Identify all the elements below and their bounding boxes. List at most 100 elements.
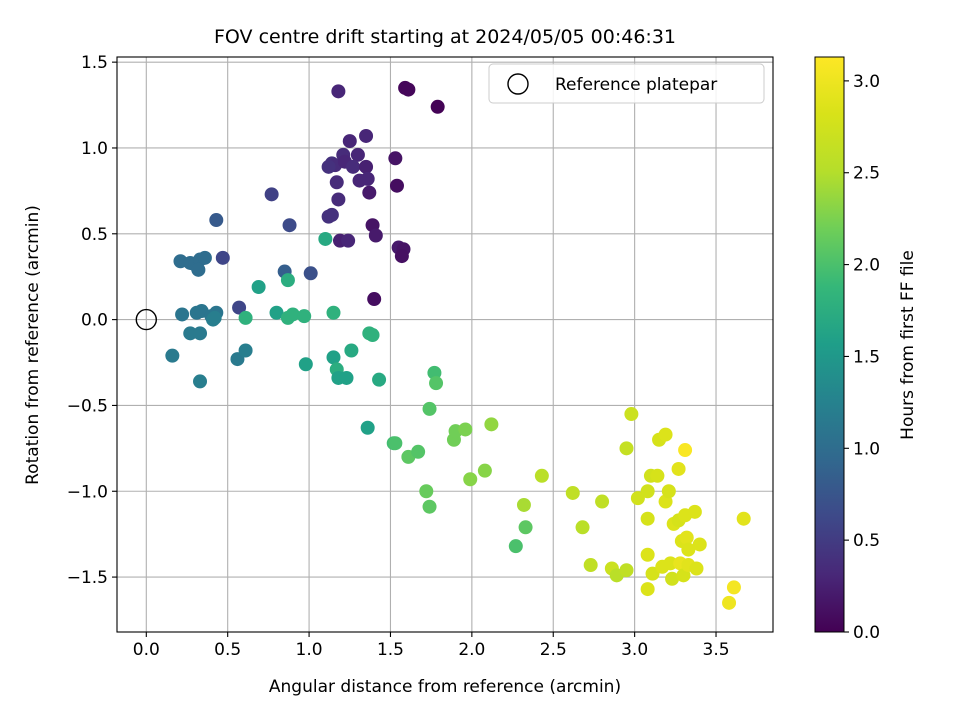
data-point — [321, 159, 336, 174]
data-point — [346, 159, 361, 174]
data-point — [238, 310, 253, 325]
colorbar-ticks: 0.0 0.5 1.0 1.5 2.0 2.5 3.0 — [844, 72, 880, 643]
data-point — [516, 497, 531, 512]
x-tick-label: 3.0 — [621, 640, 648, 660]
data-point — [619, 563, 634, 578]
data-point — [640, 547, 655, 562]
data-point — [484, 417, 499, 432]
data-point — [427, 365, 442, 380]
data-point — [207, 310, 222, 325]
x-axis-ticks: 0.0 0.5 1.0 1.5 2.0 2.5 3.0 3.5 — [133, 632, 730, 660]
chart-title: FOV centre drift starting at 2024/05/05 … — [214, 26, 676, 48]
data-point — [430, 99, 445, 114]
legend: Reference platepar — [488, 63, 765, 104]
data-point — [339, 370, 354, 385]
data-point — [575, 520, 590, 535]
data-point — [324, 207, 339, 222]
data-point — [264, 187, 279, 202]
colorbar-gradient — [814, 56, 845, 633]
x-tick-label: 2.5 — [540, 640, 567, 660]
data-point — [401, 82, 416, 97]
data-point — [663, 556, 678, 571]
x-axis-label: Angular distance from reference (arcmin) — [269, 677, 621, 697]
data-point — [619, 441, 634, 456]
data-point — [422, 401, 437, 416]
data-point — [269, 305, 284, 320]
data-point — [232, 300, 247, 315]
data-point — [209, 213, 224, 228]
data-point — [518, 520, 533, 535]
data-point — [650, 468, 665, 483]
reference-platepar-marker — [135, 308, 158, 331]
data-point — [692, 537, 707, 552]
legend-label-reference: Reference platepar — [555, 75, 717, 95]
data-point — [344, 343, 359, 358]
data-point — [394, 249, 409, 264]
data-point — [362, 185, 377, 200]
y-axis-label: Rotation from reference (arcmin) — [23, 205, 43, 485]
y-tick-label: 1.5 — [81, 53, 108, 73]
data-point — [367, 292, 382, 307]
data-point — [411, 444, 426, 459]
data-point — [331, 84, 346, 99]
data-point — [583, 558, 598, 573]
colorbar-tick-label: 3.0 — [853, 72, 880, 92]
colorbar-tick-label: 2.0 — [853, 256, 880, 276]
legend-box — [488, 63, 765, 104]
data-point — [326, 305, 341, 320]
data-point — [215, 250, 230, 265]
data-point — [722, 595, 737, 610]
colorbar-tick-label: 1.5 — [853, 347, 880, 367]
colorbar: 0.0 0.5 1.0 1.5 2.0 2.5 3.0 Hours from first F… — [814, 56, 918, 643]
y-tick-label: −1.5 — [67, 568, 108, 588]
x-tick-label: 1.5 — [377, 640, 404, 660]
data-point — [298, 357, 313, 372]
x-tick-label: 2.0 — [458, 640, 485, 660]
data-point — [389, 178, 404, 193]
y-axis-ticks: −1.5 −1.0 −0.5 0.0 0.5 1.0 1.5 — [67, 53, 117, 588]
data-point — [671, 461, 686, 476]
data-point — [640, 511, 655, 526]
data-point — [388, 436, 403, 451]
data-point — [251, 280, 266, 294]
data-point — [341, 233, 356, 248]
y-tick-label: 1.0 — [81, 139, 108, 159]
data-point — [175, 307, 190, 322]
data-point — [350, 147, 365, 162]
y-tick-label: −1.0 — [67, 482, 108, 502]
data-point — [360, 420, 375, 435]
data-point — [630, 491, 645, 506]
data-point — [342, 134, 357, 149]
data-point — [368, 228, 383, 243]
y-tick-label: 0.5 — [81, 225, 108, 245]
data-point — [687, 504, 702, 519]
data-point — [678, 443, 693, 458]
x-tick-label: 0.5 — [214, 640, 241, 660]
data-point — [661, 484, 676, 499]
data-point — [372, 372, 387, 387]
scatter-points — [165, 80, 751, 610]
y-tick-label: 0.0 — [81, 311, 108, 331]
data-point — [736, 511, 751, 526]
data-point — [165, 348, 180, 363]
data-point — [640, 582, 655, 597]
data-point — [183, 326, 198, 341]
plot-frame — [116, 56, 774, 633]
data-point — [326, 350, 341, 365]
data-point — [624, 407, 639, 422]
data-point — [665, 571, 680, 586]
x-tick-label: 1.0 — [296, 640, 323, 660]
data-point — [645, 566, 660, 581]
data-point — [331, 192, 346, 207]
data-point — [458, 422, 473, 437]
data-point — [681, 542, 696, 557]
data-point — [658, 427, 673, 442]
data-point — [359, 159, 374, 174]
data-point — [238, 343, 253, 358]
legend-marker-reference — [507, 73, 529, 95]
data-point — [508, 539, 523, 554]
data-point — [565, 485, 580, 500]
data-point — [297, 309, 312, 324]
colorbar-tick-label: 0.5 — [853, 531, 880, 551]
data-point — [280, 273, 295, 288]
